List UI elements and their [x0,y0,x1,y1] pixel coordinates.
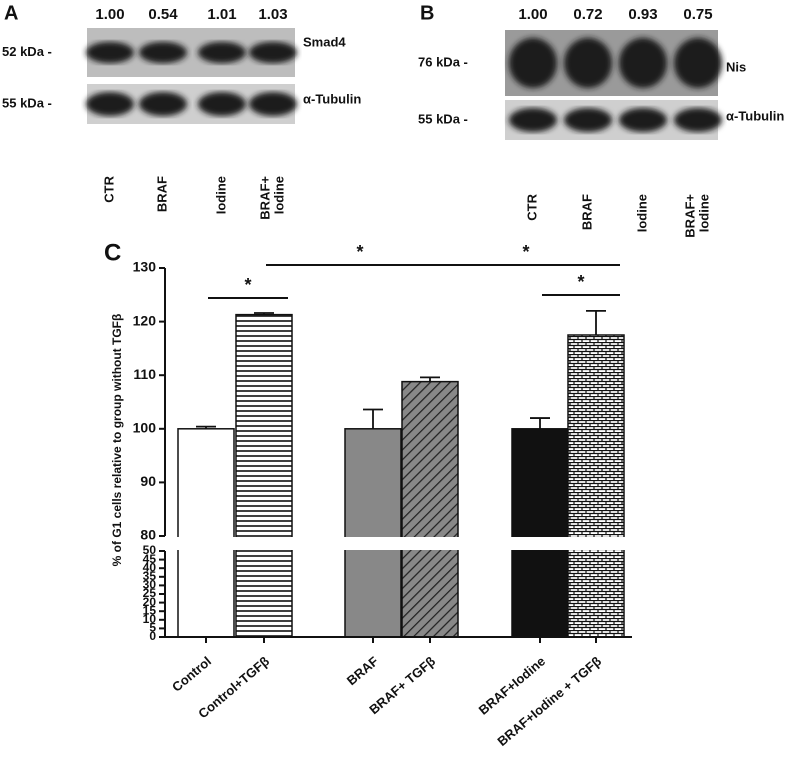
quantity: 0.72 [573,6,602,23]
y-tick-label: 30 [143,578,157,592]
protein-label: α-Tubulin [726,108,784,123]
quantity: 1.00 [518,6,547,23]
lane-label: CTR [524,193,539,220]
size-label: 52 kDa - [2,44,52,59]
bar [177,428,235,638]
significance-mark: * [522,242,529,262]
y-tick-label: 35 [143,569,157,583]
blot-band [564,37,612,89]
lane-label: Iodine [634,194,649,232]
lane-label: Iodine [696,194,711,232]
protein-label: α-Tubulin [303,91,361,106]
bar [344,428,402,638]
y-tick-label: 25 [143,586,157,600]
quantity: 0.93 [628,6,657,23]
blot-band [619,108,667,132]
size-label: 76 kDa - [418,54,468,69]
y-axis-label: % of G1 cells relative to group without … [110,314,124,567]
significance-mark: * [356,242,363,262]
lane-label: Iodine [271,176,286,214]
protein-label: Smad4 [303,34,346,49]
blot-band [139,41,187,64]
y-tick-label: 80 [140,527,156,543]
quantity: 0.75 [683,6,712,23]
blot-band [674,108,722,132]
y-tick-label: 0 [149,629,156,643]
significance-mark: * [577,272,584,292]
lane-label: BRAF [579,194,594,230]
panel-label: B [420,2,434,24]
axis-break [157,537,634,550]
protein-label: Nis [726,59,746,74]
quantity: 1.01 [207,6,236,23]
blot-band [86,41,134,64]
y-tick-label: 130 [133,259,157,275]
y-tick-label: 110 [133,366,156,382]
blot-band [619,37,667,89]
blot-band [564,108,612,132]
y-tick-label: 40 [143,560,157,574]
error-bar [196,425,216,429]
lane-label: CTR [101,175,116,202]
size-label: 55 kDa - [2,95,52,110]
bar [511,428,569,638]
error-bar [530,417,550,429]
bar [235,313,293,638]
y-tick-label: 100 [133,420,157,436]
quantity: 1.00 [95,6,124,23]
bar [567,334,625,638]
error-bar [363,408,383,429]
lane-label: BRAF+ [682,194,697,238]
x-tick-label: BRAF [344,653,381,688]
size-label: 55 kDa - [418,111,468,126]
error-bar [254,312,274,315]
y-tick-label: 15 [143,603,157,617]
blot-band [198,41,246,64]
y-tick-label: 20 [143,595,157,609]
quantity: 1.03 [258,6,287,23]
lane-label: Iodine [213,176,228,214]
quantity: 0.54 [148,6,178,23]
y-tick-label: 90 [140,473,156,489]
blot-band [509,37,557,89]
x-tick-label: Control [169,653,214,694]
significance-mark: * [244,275,251,295]
blot-band [198,92,246,116]
bar [401,380,459,638]
x-tick-label: BRAF+Iodine + TGFβ [494,653,604,749]
y-tick-label: 5 [149,621,156,635]
panel-label: C [104,239,121,266]
blot-band [509,108,557,132]
y-tick-label: 45 [143,552,157,566]
blot-band [86,92,134,116]
y-tick-label: 120 [133,312,157,328]
y-tick-label: 50 [143,543,157,557]
blot-band [249,92,297,116]
blot-band [139,92,187,116]
y-tick-label: 10 [143,612,157,626]
blot-band [674,37,722,89]
blot-band [249,41,297,64]
panel-label: A [4,2,18,24]
lane-label: BRAF [154,176,169,212]
error-bar [420,376,440,382]
error-bar [586,309,606,335]
lane-label: BRAF+ [257,176,272,220]
